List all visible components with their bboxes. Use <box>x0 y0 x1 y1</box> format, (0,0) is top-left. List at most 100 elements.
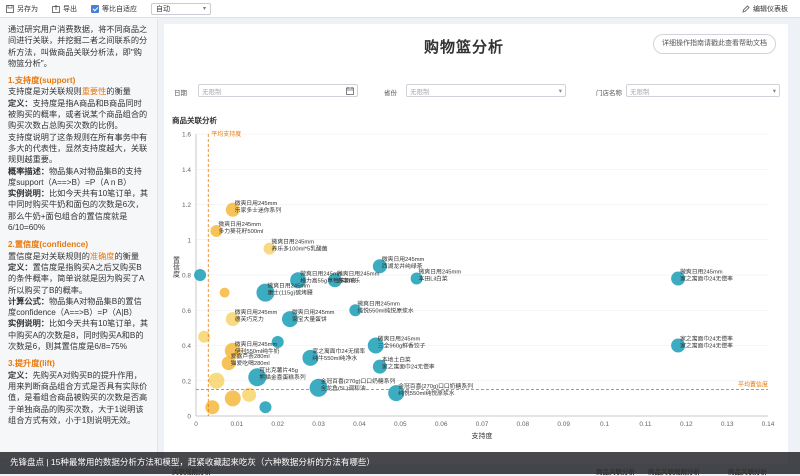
province-filter-placeholder: 无限制 <box>410 88 430 96</box>
point-label: 微爽日用245mm <box>235 199 278 207</box>
data-point <box>210 224 223 237</box>
support-formula: 概率描述：物品集A对物品集B的支持度support（A==>B）=P（A n B… <box>8 166 142 187</box>
point-label: 本地土白菜 <box>382 356 411 364</box>
y-tick-label: 1.4 <box>182 167 191 174</box>
data-point <box>290 272 307 289</box>
point-label: 三全960g鲜香饺子 <box>378 342 426 350</box>
y-axis-label: 置信度 <box>173 257 181 279</box>
export-button[interactable]: 导出 <box>52 4 77 14</box>
store-filter-placeholder: 无限制 <box>630 88 650 96</box>
point-label: 微爽日用245mm <box>357 299 400 307</box>
point-label: 金龙鱼(5L)调和油 <box>321 384 366 392</box>
chevron-down-icon: ▾ <box>558 87 562 95</box>
x-tick-label: 0.1 <box>600 421 609 428</box>
adaptive-checkbox[interactable]: 等比自适应 <box>91 4 137 14</box>
help-doc-button[interactable]: 详细操作指南请戳此查看帮助文档 <box>653 34 776 54</box>
adaptive-label: 等比自适应 <box>102 5 137 13</box>
dashboard-main: 购物篮分析 详细操作指南请戳此查看帮助文档 日期 无限制 省份 无限制 ▾ 门店… <box>164 24 788 464</box>
point-label: 家之寓面巾24无偿率 <box>312 347 365 355</box>
confidence-definition-detail: 定义：置信度是指购买A之后又购买B的条件概率，简单说就是因为购买了A所以购买了B… <box>8 262 145 295</box>
point-label: 家宝大量蛋饼 <box>292 315 327 323</box>
intro-text: 通过研究用户消费数据，将不同商品之间进行关联，并挖掘二者之间联系的分析方法，叫做… <box>8 25 148 68</box>
avg-support-label: 平均支持度 <box>211 130 241 138</box>
province-filter-select[interactable]: 无限制 ▾ <box>406 84 566 97</box>
point-label: 微爽日用245mm <box>680 268 723 276</box>
bottom-tab-3[interactable]: 商品关联规则分析 <box>648 469 700 476</box>
x-tick-label: 0.08 <box>517 421 530 428</box>
chevron-down-icon: ▾ <box>202 6 206 12</box>
data-point <box>263 242 276 255</box>
data-point <box>208 372 225 389</box>
x-tick-label: 0.02 <box>271 421 284 428</box>
bottom-tab-1[interactable]: 关联规则分析 <box>172 469 211 476</box>
date-filter-input[interactable]: 无限制 <box>198 84 358 97</box>
filter-bar: 日期 无限制 省份 无限制 ▾ 门店名称 无限制 ▾ <box>174 84 784 98</box>
chevron-down-icon: ▾ <box>772 87 776 95</box>
bottom-tab-2[interactable]: 商品关联分析 <box>596 469 635 476</box>
x-tick-label: 0.12 <box>680 421 693 428</box>
bottom-tab-4[interactable]: 商品关联分析 <box>728 469 767 476</box>
zoom-select[interactable]: 自动 ▾ <box>151 2 211 15</box>
save-as-button[interactable]: 另存为 <box>6 4 38 14</box>
store-filter-label: 门店名称 <box>596 90 622 97</box>
x-tick-label: 0.04 <box>353 421 366 428</box>
point-label: 微爽日用245mm <box>378 335 421 343</box>
data-point <box>205 400 220 415</box>
point-label: 百事可乐 <box>337 276 360 284</box>
data-point <box>410 272 423 285</box>
x-tick-label: 0.14 <box>762 421 775 428</box>
section-title: 商品关联分析 <box>172 116 217 125</box>
store-filter-select[interactable]: 无限制 ▾ <box>626 84 780 97</box>
y-tick-label: 0.2 <box>182 378 191 385</box>
data-point <box>302 349 319 366</box>
data-point <box>271 335 284 348</box>
x-axis-label: 支持度 <box>472 431 493 440</box>
point-label: 微爽日用245mm <box>235 308 278 316</box>
point-label: 猫爱吃喝280ml <box>231 359 270 367</box>
point-label: 家之寓面巾24无偿率 <box>382 363 435 371</box>
data-point <box>225 202 240 217</box>
point-label: 纯悦550ml纯悦原浆水 <box>398 389 455 397</box>
y-tick-label: 1.6 <box>182 132 191 139</box>
data-point <box>671 338 686 353</box>
explanation-panel: 通过研究用户消费数据，将不同商品之间进行关联，并挖掘二者之间联系的分析方法，叫做… <box>0 18 158 458</box>
date-filter-label: 日期 <box>174 90 187 97</box>
x-tick-label: 0.09 <box>557 421 570 428</box>
lift-heading: 3.提升度(lift) <box>8 359 55 369</box>
point-label: 爱露芦荟280ml <box>231 352 270 360</box>
point-label: 纯牛550ml纯净水 <box>312 354 357 362</box>
data-point <box>372 259 387 274</box>
y-tick-label: 0.8 <box>182 273 191 280</box>
bottom-tabs: 关联规则分析 商品关联分析 商品关联规则分析 商品关联分析 <box>0 466 800 476</box>
data-point <box>224 390 241 407</box>
data-point <box>242 387 257 402</box>
edit-dashboard-label: 编辑仪表板 <box>753 6 788 13</box>
point-label: 熊猫金喜蛋糕系列 <box>259 373 306 381</box>
data-point <box>372 359 387 374</box>
association-scatter-chart: 0 0.2 0.4 0.6 0.8 1 1.2 1.4 1.6 0 0.01 0.02 0.03 0.04… <box>173 130 775 440</box>
point-label: 微爽日用245mm <box>292 308 335 316</box>
data-point <box>309 378 328 397</box>
point-label: 纯悦550ml纯悦原浆水 <box>357 306 414 314</box>
data-point <box>194 269 207 281</box>
point-label: 本田Lil白菜 <box>419 275 448 283</box>
point-label: 德芙巧克力 <box>235 315 264 323</box>
point-label: 微爽日用245mm <box>300 269 343 277</box>
point-label: 家之寓面巾24无偿率 <box>680 342 733 350</box>
avg-confidence-label: 平均置信度 <box>738 381 768 389</box>
edit-dashboard-button[interactable]: 编辑仪表板 <box>742 4 788 14</box>
x-tick-label: 0.11 <box>639 421 652 428</box>
y-tick-label: 0 <box>187 414 191 421</box>
zoom-value: 自动 <box>156 5 170 13</box>
data-point <box>367 337 384 354</box>
checkbox-checked-icon <box>91 4 99 13</box>
support-description: 支持度说明了这条规则在所有事务中有多大的代表性，显然支持度越大，关联规则越重要。 <box>8 132 148 165</box>
point-label: 微爽日用245mm <box>235 340 278 348</box>
point-label: 金冠百喜(270g)口口奶糖系列 <box>398 382 473 390</box>
data-point <box>219 287 230 298</box>
x-tick-label: 0.06 <box>435 421 448 428</box>
point-label: 乐家多士迷你系列 <box>235 206 282 214</box>
support-definition-detail: 定义：支持度是指A商品和B商品同时被购买的概率，或者说某个商品组合的购买次数占总… <box>8 98 148 131</box>
date-filter-placeholder: 无限制 <box>202 88 222 96</box>
pencil-icon <box>742 5 750 13</box>
